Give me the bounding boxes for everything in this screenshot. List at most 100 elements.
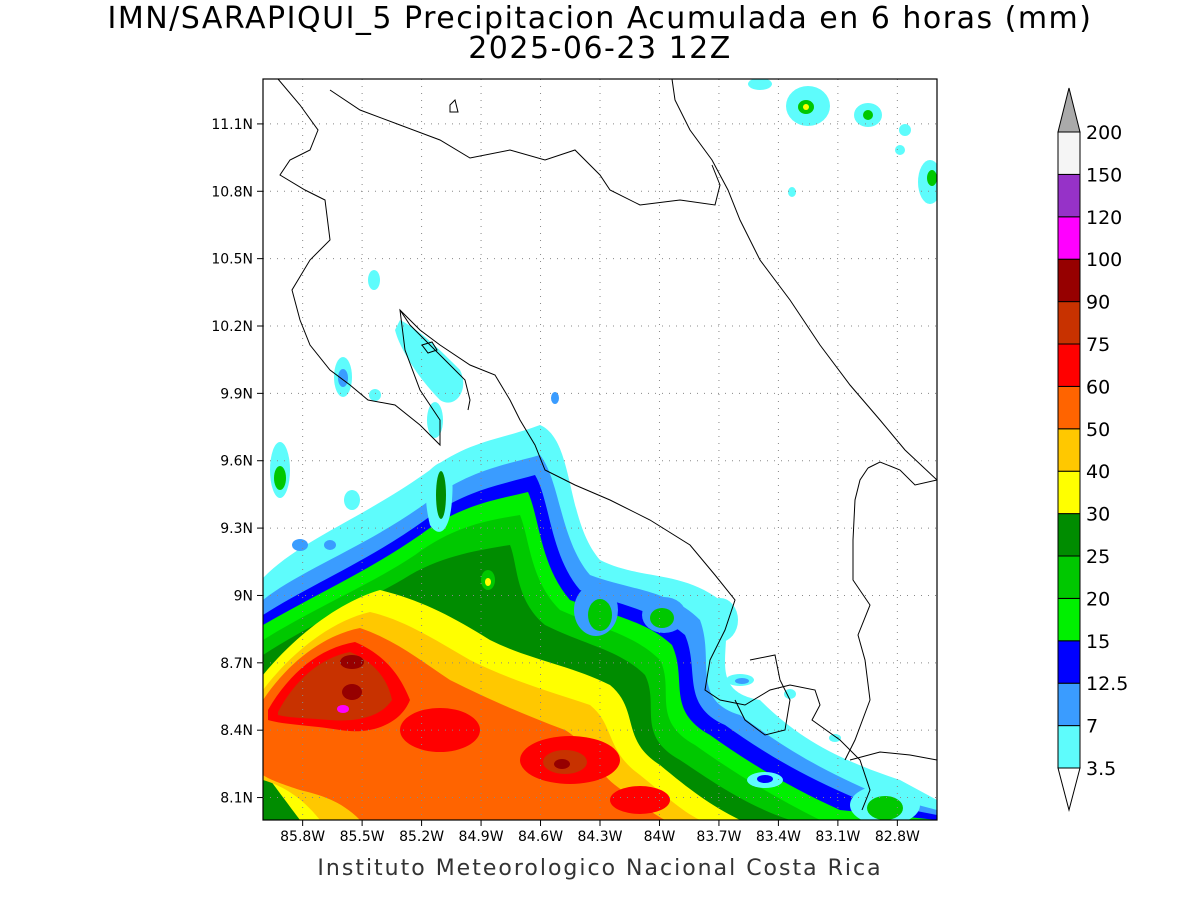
lon-tick-label: 84.6W <box>518 829 563 845</box>
lon-tick-label: 85.8W <box>280 829 325 845</box>
colorbar-under-triangle <box>1057 767 1081 812</box>
lon-tick-label: 83.4W <box>756 829 801 845</box>
colorbar-swatch <box>1057 216 1081 260</box>
precip-cell <box>427 402 443 438</box>
nicoya-gulf-outline <box>399 309 471 411</box>
precip-cell <box>927 170 937 186</box>
colorbar-label: 75 <box>1086 334 1110 356</box>
colorbar-swatch <box>1057 173 1081 218</box>
colorbar-swatch <box>1057 725 1081 769</box>
colorbar-label: 120 <box>1086 207 1122 229</box>
lat-tick-label: 11.1N <box>211 117 253 133</box>
caribbean-coastline <box>671 79 937 481</box>
colorbar-label: 40 <box>1086 461 1110 483</box>
chart-title: IMN/SARAPIQUI_5 Precipitacion Acumulada … <box>107 1 1093 36</box>
colorbar-swatch <box>1057 513 1081 557</box>
coastline-borders <box>277 79 937 811</box>
colorbar-swatch <box>1057 428 1081 472</box>
lon-tick-label: 85.5W <box>340 829 385 845</box>
colorbar-over-triangle <box>1057 87 1081 133</box>
precip-band-60 <box>610 786 670 814</box>
lat-tick-label: 9.9N <box>220 386 253 402</box>
colorbar-label: 60 <box>1086 376 1110 398</box>
lon-tick-label: 85.2W <box>399 829 444 845</box>
pacific-coastline <box>277 79 871 811</box>
colorbar-label: 7 <box>1086 716 1098 738</box>
colorbar-label: 25 <box>1086 546 1110 568</box>
colorbar-swatch <box>1057 343 1081 387</box>
precip-band-75 <box>278 652 392 721</box>
precip-band-60 <box>400 708 480 752</box>
lat-tick-label: 9.3N <box>220 521 253 537</box>
chart-subtitle-date: 2025-06-23 12Z <box>468 31 732 66</box>
colorbar-label: 150 <box>1086 164 1122 186</box>
precip-cell <box>803 104 809 110</box>
chira-island <box>421 341 438 354</box>
colorbar-label: 20 <box>1086 588 1110 610</box>
precip-cell <box>895 145 905 155</box>
precip-cell <box>292 539 308 551</box>
lat-tick-label: 8.4N <box>220 723 253 739</box>
lon-tick-label: 84W <box>644 829 676 845</box>
colorbar-swatch <box>1057 131 1081 175</box>
precip-band-90 <box>340 655 364 669</box>
precip-cell <box>551 392 559 404</box>
longitude-axis: 85.8W 85.5W 85.2W 84.9W 84.6W 84.3W 84W 83.7W 83… <box>280 820 920 845</box>
lat-tick-label: 10.8N <box>211 184 253 200</box>
panama-border <box>844 461 937 761</box>
lon-tick-label: 84.9W <box>459 829 504 845</box>
map-gridlines <box>263 79 937 820</box>
colorbar-label: 3.5 <box>1086 758 1116 780</box>
precip-cell <box>368 270 380 290</box>
lon-tick-label: 83.1W <box>815 829 860 845</box>
precip-cell <box>338 369 348 387</box>
lat-tick-label: 9.6N <box>220 454 253 470</box>
lat-tick-label: 10.2N <box>211 319 253 335</box>
lat-tick-label: 8.1N <box>220 791 253 807</box>
lon-tick-label: 84.3W <box>577 829 622 845</box>
colorbar-label: 50 <box>1086 419 1110 441</box>
precip-cell <box>324 540 336 550</box>
footer-credit: Instituto Meteorologico Nacional Costa R… <box>317 856 883 881</box>
precip-cell <box>784 689 796 699</box>
latitude-axis: 11.1N 10.8N 10.5N 10.2N 9.9N 9.6N 9.3N 9N 8.7N 8.… <box>211 117 263 807</box>
colorbar-swatch <box>1057 640 1081 684</box>
colorbar-swatch <box>1057 258 1081 303</box>
precip-cell <box>436 471 446 519</box>
lat-tick-label: 9N <box>234 588 253 604</box>
colorbar-swatch <box>1057 385 1081 430</box>
lon-tick-label: 83.7W <box>696 829 741 845</box>
pacific-islet <box>449 99 459 113</box>
precip-cell <box>702 598 738 642</box>
colorbar-label: 15 <box>1086 631 1110 653</box>
colorbar-swatch <box>1057 470 1081 515</box>
colorbar-swatch <box>1057 301 1081 345</box>
precip-cell <box>788 187 796 197</box>
precip-cell <box>650 608 674 628</box>
precipitation-field <box>263 79 937 820</box>
precip-cell <box>369 389 381 401</box>
lat-tick-label: 8.7N <box>220 656 253 672</box>
colorbar-label: 30 <box>1086 504 1110 526</box>
precip-band-90 <box>342 684 362 700</box>
colorbar-swatch <box>1057 682 1081 727</box>
precip-cell <box>757 775 773 783</box>
colorbar-swatch <box>1057 555 1081 599</box>
lon-tick-label: 82.8W <box>875 829 920 845</box>
colorbar-label: 100 <box>1086 249 1122 271</box>
colorbar-label: 90 <box>1086 292 1110 314</box>
precip-cell <box>485 578 491 586</box>
precip-cell <box>395 320 464 403</box>
precip-cell <box>588 599 612 631</box>
osa-peninsula <box>734 654 791 736</box>
precip-cell <box>829 734 841 742</box>
precip-cell <box>863 110 873 120</box>
precip-band-90 <box>554 759 570 769</box>
precip-cell <box>344 490 360 510</box>
colorbar-legend: 3.5 7 12.5 15 20 25 30 40 50 60 75 90 100 120 150 200 <box>1057 87 1128 812</box>
precip-cell <box>867 796 903 820</box>
colorbar-label: 200 <box>1086 122 1122 144</box>
colorbar-swatch <box>1057 597 1081 642</box>
precip-cell <box>274 466 286 490</box>
